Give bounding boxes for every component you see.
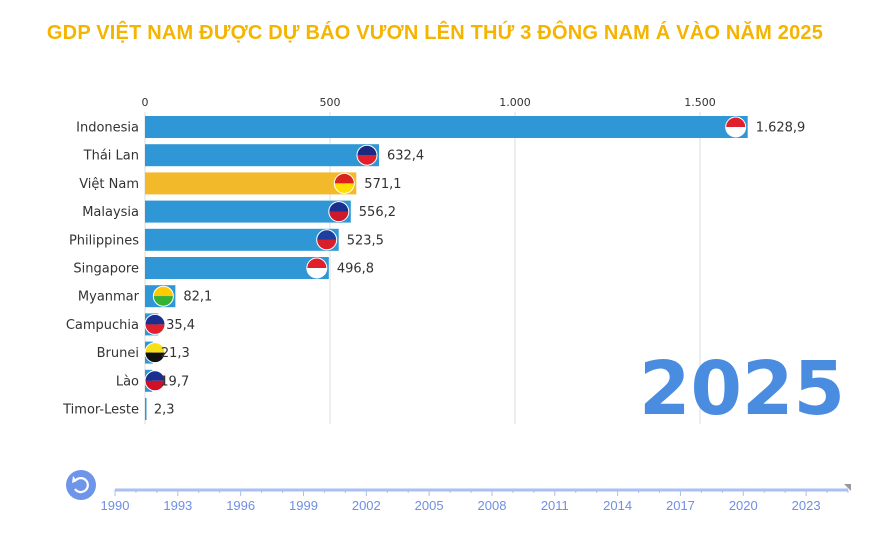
value-label: 35,4 [166, 318, 195, 333]
flag-icon [316, 229, 338, 251]
timeline-handle[interactable] [844, 484, 851, 491]
timeline-year-label[interactable]: 2017 [666, 498, 695, 513]
flag-icon [144, 370, 166, 392]
x-tick-label: 500 [320, 96, 341, 109]
category-label: Thái Lan [83, 149, 139, 164]
category-label: Indonesia [76, 121, 139, 136]
flag-icon [144, 342, 166, 364]
value-label: 496,8 [337, 262, 374, 277]
bar-malaysia [145, 200, 351, 223]
timeline-year-label[interactable]: 2023 [792, 498, 821, 513]
category-label: Malaysia [82, 205, 139, 220]
category-label: Myanmar [78, 290, 140, 305]
value-label: 1.628,9 [756, 121, 806, 136]
x-tick-label: 0 [142, 96, 149, 109]
bar-singapore [145, 257, 329, 279]
timeline-year-label[interactable]: 2002 [352, 498, 381, 513]
replay-button[interactable] [66, 470, 96, 500]
timeline-year-label[interactable]: 2008 [478, 498, 507, 513]
category-label: Lào [116, 374, 139, 389]
flag-icon [144, 313, 166, 335]
timeline-year-label[interactable]: 2005 [415, 498, 444, 513]
bar-việt-nam [145, 172, 357, 195]
value-label: 2,3 [154, 403, 175, 418]
category-label: Brunei [97, 346, 139, 361]
value-label: 632,4 [387, 149, 424, 164]
replay-icon [74, 477, 89, 494]
timeline-year-label[interactable]: 1999 [289, 498, 318, 513]
timeline-year-label[interactable]: 2014 [603, 498, 632, 513]
flag-icon [356, 144, 378, 166]
flag-icon [725, 116, 747, 138]
bar-timor-leste [145, 398, 147, 420]
value-label: 19,7 [160, 374, 189, 389]
bar-thái-lan [145, 144, 379, 167]
category-label: Việt Nam [79, 177, 139, 192]
x-tick-label: 1.500 [684, 96, 716, 109]
bar-philippines [145, 228, 339, 251]
flag-icon [306, 257, 328, 279]
timeline-year-label[interactable]: 1990 [101, 498, 130, 513]
category-label: Campuchia [66, 318, 139, 333]
chart-title: GDP VIỆT NAM ĐƯỢC DỰ BÁO VƯƠN LÊN THỨ 3 … [46, 22, 824, 44]
x-tick-label: 1.000 [499, 96, 531, 109]
category-label: Philippines [69, 233, 139, 248]
timeline-year-label[interactable]: 1993 [163, 498, 192, 513]
timeline-year-label[interactable]: 2011 [541, 498, 569, 513]
current-year-label: 2025 [639, 346, 845, 432]
timeline-year-label[interactable]: 1996 [226, 498, 255, 513]
flag-icon [328, 201, 350, 223]
flag-icon [333, 172, 355, 194]
category-label: Singapore [73, 262, 139, 277]
category-label: Timor-Leste [62, 403, 139, 418]
timeline-year-label[interactable]: 2020 [729, 498, 758, 513]
bar-indonesia [145, 116, 748, 138]
value-label: 523,5 [347, 233, 384, 248]
flag-icon [152, 285, 174, 307]
value-label: 82,1 [183, 290, 212, 305]
replay-icon-arrow [72, 476, 77, 483]
value-label: 21,3 [161, 346, 190, 361]
value-label: 556,2 [359, 205, 396, 220]
value-label: 571,1 [364, 177, 401, 192]
